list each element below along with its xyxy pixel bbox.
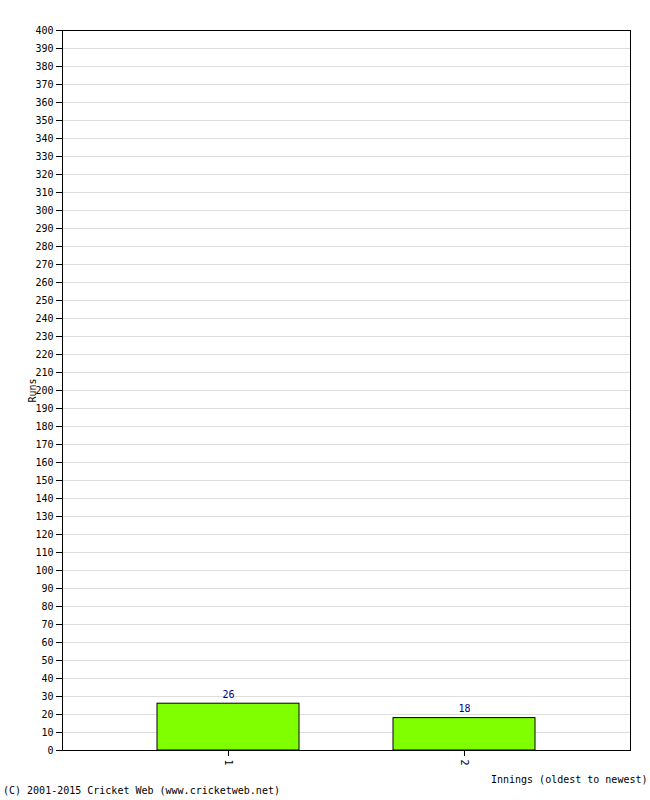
svg-text:Innings (oldest to newest): Innings (oldest to newest) (491, 774, 648, 785)
svg-text:160: 160 (35, 457, 53, 468)
svg-text:340: 340 (35, 133, 53, 144)
svg-text:350: 350 (35, 115, 53, 126)
svg-text:390: 390 (35, 43, 53, 54)
svg-text:370: 370 (35, 79, 53, 90)
svg-text:200: 200 (35, 385, 53, 396)
svg-text:50: 50 (41, 655, 53, 666)
svg-text:230: 230 (35, 331, 53, 342)
svg-text:Runs: Runs (27, 378, 38, 402)
svg-text:400: 400 (35, 25, 53, 36)
svg-text:170: 170 (35, 439, 53, 450)
svg-text:80: 80 (41, 601, 53, 612)
svg-text:20: 20 (41, 709, 53, 720)
svg-text:26: 26 (222, 689, 234, 700)
svg-text:360: 360 (35, 97, 53, 108)
svg-text:110: 110 (35, 547, 53, 558)
svg-text:300: 300 (35, 205, 53, 216)
svg-text:100: 100 (35, 565, 53, 576)
svg-text:250: 250 (35, 295, 53, 306)
svg-text:330: 330 (35, 151, 53, 162)
svg-text:220: 220 (35, 349, 53, 360)
svg-text:150: 150 (35, 475, 53, 486)
svg-text:280: 280 (35, 241, 53, 252)
svg-text:140: 140 (35, 493, 53, 504)
svg-text:310: 310 (35, 187, 53, 198)
svg-text:60: 60 (41, 637, 53, 648)
svg-text:10: 10 (41, 727, 53, 738)
svg-text:130: 130 (35, 511, 53, 522)
svg-text:380: 380 (35, 61, 53, 72)
svg-text:320: 320 (35, 169, 53, 180)
svg-text:30: 30 (41, 691, 53, 702)
svg-text:2: 2 (459, 760, 470, 766)
svg-text:120: 120 (35, 529, 53, 540)
svg-text:180: 180 (35, 421, 53, 432)
svg-text:210: 210 (35, 367, 53, 378)
svg-text:40: 40 (41, 673, 53, 684)
svg-text:290: 290 (35, 223, 53, 234)
svg-text:260: 260 (35, 277, 53, 288)
svg-text:270: 270 (35, 259, 53, 270)
svg-text:18: 18 (458, 703, 470, 714)
svg-text:90: 90 (41, 583, 53, 594)
svg-text:190: 190 (35, 403, 53, 414)
svg-text:70: 70 (41, 619, 53, 630)
html-text:(C) 2001-2015 Cricket Web (www: (C) 2001-2015 Cricket Web (www.cricketwe… (3, 785, 280, 796)
svg-text:240: 240 (35, 313, 53, 324)
svg-text:1: 1 (223, 760, 234, 766)
svg-text:0: 0 (47, 745, 53, 756)
